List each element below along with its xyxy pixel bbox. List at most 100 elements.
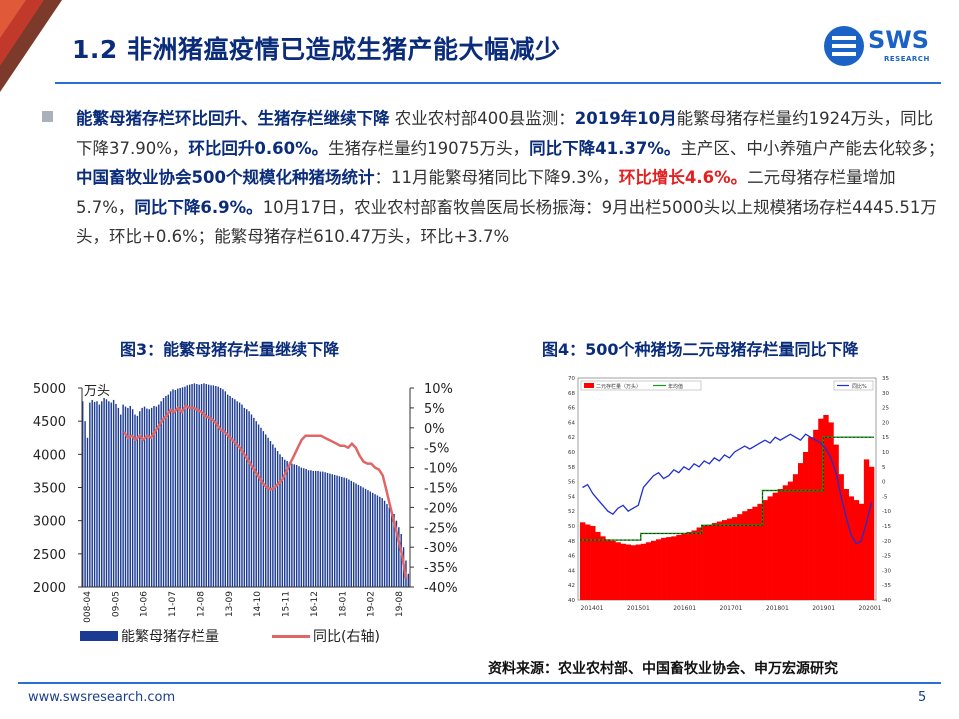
legend-line-swatch (272, 634, 310, 638)
chart4-bar (868, 466, 875, 600)
chart4-y2-tick-label: -40 (882, 598, 891, 604)
chart4-y2-tick-label: 0 (882, 480, 886, 486)
chart3-bar (262, 431, 265, 587)
chart3-bar (229, 395, 231, 587)
chart4-bar (696, 527, 702, 600)
chart3-x-tick-label: 19-02 (367, 591, 377, 617)
legend-bar-label: 能繁母猪存栏量 (121, 629, 219, 645)
chart3-bar (269, 441, 272, 587)
chart4-x-tick-label: 201601 (673, 605, 696, 612)
chart3-bar (407, 573, 410, 587)
chart3-bar (98, 404, 101, 587)
chart3-bar (191, 384, 193, 587)
chart4-x-tick-label: 201901 (812, 605, 835, 612)
chart3-bar (369, 491, 372, 587)
chart3-bar (120, 414, 122, 587)
para-text: 生猪存栏量约19075万头， (328, 138, 530, 158)
para-bold: 同比下降6.9%。 (134, 197, 263, 217)
chart4-bar (686, 531, 692, 600)
chart3-y2-tick-label: -5% (424, 442, 449, 457)
chart3-bar (217, 386, 219, 587)
para-bold: 同比下降41.37%。 (529, 138, 681, 158)
chart3-bar (150, 407, 153, 587)
chart3-bar (196, 384, 198, 587)
chart3-x-tick-label: 11-07 (168, 591, 178, 617)
chart3-bar (112, 399, 115, 587)
footer-divider (18, 682, 941, 684)
chart3-bar (300, 467, 303, 587)
chart3-bar (360, 486, 362, 587)
chart4-bar (808, 437, 814, 600)
chart4-bar (833, 444, 839, 600)
chart3-x-tick-label: 15-11 (282, 591, 292, 617)
chart4-bar (605, 539, 611, 600)
chart4-y2-tick-label: -5 (882, 494, 888, 500)
chart4-x-tick-label: 201401 (581, 605, 604, 612)
chart4-bar (727, 518, 733, 600)
para-heading: 能繁母猪存栏环比回升、生猪存栏继续下降 (76, 109, 390, 128)
chart3-bar (333, 474, 336, 587)
chart4-y-tick-label: 50 (568, 524, 575, 530)
chart3-bar (226, 394, 229, 587)
chart3-bar (108, 401, 110, 587)
para-text: 主产区、中小养殖户产能去化较多； (680, 138, 945, 158)
chart4-y2-tick-label: 10 (882, 450, 889, 456)
chart3-bar (146, 408, 148, 587)
chart3-bar (279, 454, 281, 587)
chart3-legend-line: 同比(右轴) (272, 626, 380, 646)
legend-line-label: 同比(右轴) (313, 629, 380, 645)
chart3-bar (148, 409, 150, 587)
chart3-x-tick-label: 14-10 (253, 591, 263, 617)
chart3-unit-label: 万头 (84, 384, 110, 399)
chart3-title: 图3：能繁母猪存栏量继续下降 (120, 340, 340, 359)
chart3-bar (393, 514, 395, 587)
para-bold: 中国畜牧业协会500个规模化种猪场统计 (76, 168, 375, 187)
chart4-bar (777, 489, 784, 600)
chart3-bar (350, 480, 353, 587)
chart3-bar (224, 391, 227, 587)
chart4-y2-tick-label: -10 (882, 509, 891, 515)
chart3-bar (376, 495, 379, 587)
chart4-bar (635, 544, 642, 600)
chart3-y2-tick-label: -40% (424, 581, 458, 596)
chart3-bar (110, 402, 112, 587)
chart3-bar (241, 404, 243, 587)
chart3-bar (386, 504, 388, 587)
chart4-bar (645, 542, 652, 600)
chart4-bar (737, 514, 743, 600)
chart3-bar (103, 397, 105, 587)
chart4-y-tick-label: 66 (568, 406, 575, 412)
chart4-bar (742, 511, 748, 600)
chart3-bar (238, 402, 241, 587)
chart3-bar (257, 424, 260, 587)
chart3-x-tick-label: 2008-04 (83, 591, 93, 623)
chart4-bar (716, 521, 723, 600)
chart3-bar (374, 494, 376, 587)
chart3-bar (122, 404, 124, 587)
chart4-legend-bar-swatch (584, 383, 594, 388)
chart3-bar (124, 406, 127, 587)
chart3-bar (155, 406, 158, 587)
chart4-bar (803, 452, 809, 600)
chart4-bar (661, 537, 667, 600)
chart3-y2-tick-label: -35% (424, 561, 458, 576)
chart4-bar (762, 500, 768, 600)
chart4-bar (732, 517, 738, 600)
chart4-bar (595, 531, 601, 600)
chart3-bar (371, 492, 374, 587)
chart3-bar (219, 388, 222, 587)
chart4-avg-dash (580, 436, 874, 541)
page-number: 5 (918, 690, 927, 705)
chart3-bar (388, 507, 391, 587)
chart4-legend2-box (833, 380, 874, 391)
chart3-bar (86, 437, 89, 587)
chart3-bar (167, 394, 169, 587)
chart4-y2-tick-label: 15 (882, 435, 889, 441)
footer-url[interactable]: www.swsresearch.com (28, 690, 176, 705)
chart3-bar (379, 496, 381, 587)
chart3-bar (179, 388, 181, 587)
chart3-bar (286, 460, 288, 587)
chart4-bar (701, 526, 708, 600)
para-text: 二元母猪存栏量增加5.7%， (76, 168, 896, 217)
chart4-y-tick-label: 62 (568, 435, 575, 441)
